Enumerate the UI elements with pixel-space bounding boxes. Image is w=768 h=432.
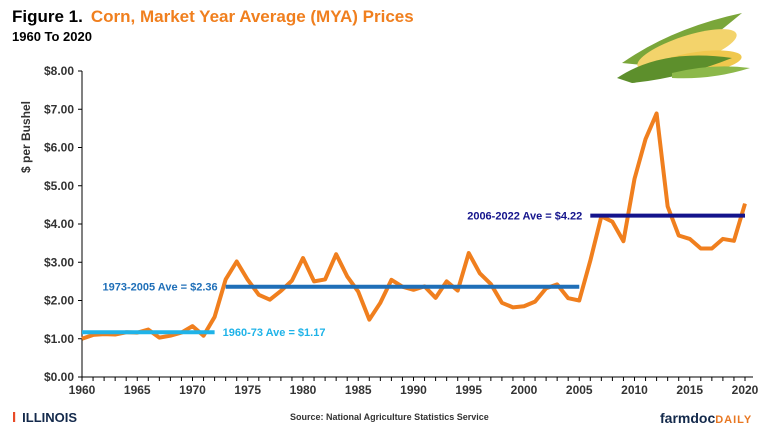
price-point — [324, 278, 326, 280]
price-point — [490, 283, 492, 285]
price-point — [169, 335, 171, 337]
price-point — [357, 291, 359, 293]
x-tick-label: 2005 — [566, 383, 593, 397]
price-point — [744, 203, 746, 205]
price-point — [291, 280, 293, 282]
price-point — [523, 305, 525, 307]
price-point — [214, 316, 216, 318]
y-tick-label: $1.00 — [44, 332, 74, 346]
price-point — [302, 257, 304, 259]
price-point — [656, 112, 658, 114]
price-point — [578, 300, 580, 301]
price-point — [280, 290, 282, 292]
corn-image — [617, 13, 750, 83]
price-point — [689, 238, 691, 240]
price-point — [611, 221, 613, 223]
price-point — [368, 319, 370, 321]
farmdoc-text: farmdoc — [660, 410, 716, 426]
x-tick-label: 1990 — [400, 383, 427, 397]
price-point — [479, 272, 481, 274]
price-point — [634, 178, 635, 180]
price-point — [722, 238, 724, 240]
chart-title: Figure 1. Corn, Market Year Average (MYA)… — [12, 7, 414, 27]
x-tick-label: 2020 — [732, 383, 759, 397]
price-point — [413, 289, 414, 291]
x-tick-label: 1965 — [124, 383, 151, 397]
farmdoc-logo: farmdocDAILY — [660, 410, 752, 426]
price-point — [313, 280, 315, 282]
price-point — [158, 337, 160, 339]
illinois-i-icon: I — [12, 409, 17, 426]
price-point — [147, 329, 149, 331]
illinois-logo: I ILLINOIS — [12, 409, 77, 426]
price-point — [589, 260, 591, 262]
average-label-1: 1960-73 Ave = $1.17 — [223, 327, 326, 339]
chart-subtitle: 1960 To 2020 — [12, 29, 92, 44]
x-tick-label: 2010 — [621, 383, 648, 397]
price-point — [556, 283, 558, 285]
price-point — [645, 138, 647, 140]
daily-text: DAILY — [715, 414, 753, 426]
illinois-text: ILLINOIS — [22, 410, 78, 425]
x-tick-label: 1980 — [290, 383, 317, 397]
price-point — [225, 278, 227, 280]
x-tick-label: 1995 — [455, 383, 482, 397]
price-point — [247, 279, 249, 281]
price-point — [203, 335, 205, 337]
price-point — [81, 338, 83, 340]
x-tick-label: 2000 — [511, 383, 538, 397]
price-point — [700, 247, 702, 249]
average-label-2: 1973-2005 Ave = $2.36 — [103, 282, 218, 294]
price-point — [258, 294, 260, 296]
title-text: Corn, Market Year Average (MYA) Prices — [90, 7, 414, 26]
price-point — [346, 275, 348, 277]
price-point — [446, 280, 448, 282]
price-point — [534, 301, 536, 303]
y-tick-label: $6.00 — [44, 141, 74, 155]
price-line — [81, 111, 747, 341]
x-tick-label: 1970 — [179, 383, 206, 397]
y-tick-label: $2.00 — [44, 294, 74, 308]
price-point — [435, 297, 437, 299]
price-point — [567, 297, 569, 299]
price-point — [622, 240, 624, 242]
price-point — [667, 205, 669, 207]
price-point — [92, 334, 94, 336]
price-point — [269, 299, 271, 301]
x-tick-label: 1975 — [234, 383, 261, 397]
y-tick-label: $5.00 — [44, 179, 74, 193]
x-tick-label: 1985 — [345, 383, 372, 397]
price-point — [236, 260, 238, 262]
average-label-3: 2006-2022 Ave = $4.22 — [467, 211, 582, 223]
price-point — [468, 252, 470, 254]
y-tick-label: $8.00 — [44, 64, 74, 78]
price-point — [501, 302, 503, 304]
price-point — [512, 306, 514, 308]
y-tick-label: $0.00 — [44, 370, 74, 384]
x-tick-label: 1960 — [69, 383, 96, 397]
y-tick-label: $3.00 — [44, 255, 74, 269]
price-point — [192, 325, 193, 327]
y-tick-label: $4.00 — [44, 217, 74, 231]
price-point — [711, 247, 713, 249]
source-note: Source: National Agriculture Statistics … — [290, 412, 489, 422]
price-point — [379, 302, 381, 304]
x-tick-label: 2015 — [676, 383, 703, 397]
price-point — [390, 279, 392, 281]
price-point — [678, 234, 680, 236]
y-tick-label: $7.00 — [44, 102, 74, 116]
price-point — [114, 334, 116, 336]
figure-label: Figure 1. — [12, 7, 83, 26]
price-point — [733, 240, 735, 242]
price-point — [457, 290, 459, 292]
price-point — [335, 253, 337, 255]
